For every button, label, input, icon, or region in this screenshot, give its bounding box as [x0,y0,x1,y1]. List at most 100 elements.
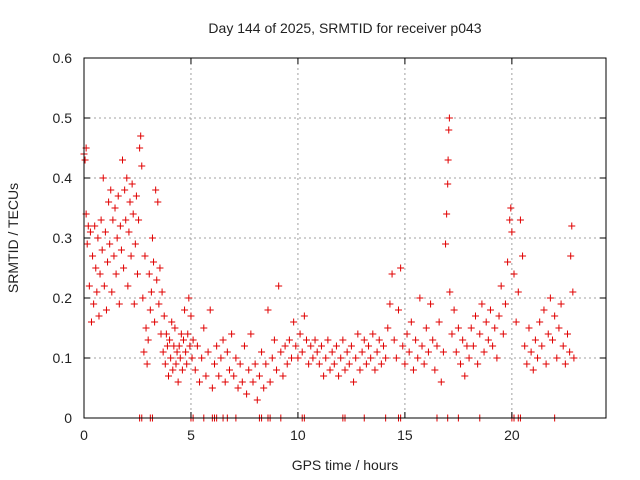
data-point [358,348,366,356]
data-point [420,360,428,368]
data-point [99,174,107,182]
data-point [223,348,231,356]
data-point [568,222,576,230]
data-point [138,162,146,170]
data-point [442,240,450,248]
data-point [380,342,388,350]
data-point [142,324,150,332]
data-point [122,216,130,224]
data-point [478,300,486,308]
data-point [486,306,494,314]
data-point [141,252,149,260]
data-point [551,312,559,320]
data-point [204,348,212,356]
data-point [121,186,129,194]
data-series [80,114,578,422]
data-point [117,246,125,254]
data-point [499,330,507,338]
data-point [87,318,95,326]
data-point [365,342,373,350]
data-point [255,372,263,380]
data-point [191,366,199,374]
data-point [508,228,516,236]
data-point [555,324,563,332]
data-point [219,336,227,344]
data-point [129,210,137,218]
data-point [168,318,176,326]
data-point [183,360,191,368]
data-point [480,348,488,356]
data-point [444,180,452,188]
data-point [422,324,430,332]
data-point [86,228,94,236]
data-point [150,258,158,266]
data-point [108,288,116,296]
axis-ticks: 0 0.1 0.2 0.3 0.4 0.5 0.6 0 5 10 15 20 [53,50,606,443]
data-point [184,330,192,338]
data-point [352,354,360,362]
data-point [414,354,422,362]
data-point [563,330,571,338]
data-point [174,378,182,386]
data-point [215,372,223,380]
data-point [429,336,437,344]
data-point [461,372,469,380]
data-point [136,144,144,152]
data-point [557,300,565,308]
data-point [245,366,253,374]
data-point [570,354,578,362]
data-point [418,342,426,350]
data-point [268,354,276,362]
y-tick-label: 0.3 [53,230,73,246]
data-point [89,252,97,260]
data-point [549,336,557,344]
data-point [187,312,195,320]
data-point [283,360,291,368]
data-point [382,354,390,362]
data-point [302,336,310,344]
data-point [315,360,323,368]
x-axis-label: GPS time / hours [292,457,399,473]
data-point [454,324,462,332]
data-point [132,192,140,200]
data-point [443,210,451,218]
data-point [540,306,548,314]
data-point [273,366,281,374]
data-point [104,258,112,266]
data-point [427,300,435,308]
data-point [506,216,514,224]
data-point [435,318,443,326]
data-point [161,360,169,368]
data-point [457,360,465,368]
data-point [92,264,100,272]
data-point [188,354,196,362]
data-point [512,318,520,326]
data-point [139,294,147,302]
data-point [163,342,171,350]
data-point [566,348,574,356]
data-point [350,378,358,386]
data-point [258,348,266,356]
data-point [281,342,289,350]
data-point [531,336,539,344]
data-point [489,342,497,350]
data-point [152,186,160,194]
data-point [146,306,154,314]
data-point [416,294,424,302]
y-tick-label: 0.4 [53,170,73,186]
data-point [527,348,535,356]
data-point [173,348,181,356]
data-point [167,354,175,362]
data-point [412,336,420,344]
data-point [176,354,184,362]
data-point [251,360,259,368]
chart-title: Day 144 of 2025, SRMTID for receiver p04… [208,20,481,36]
data-point [126,198,134,206]
data-point [145,270,153,278]
data-point [221,378,229,386]
data-point [262,360,270,368]
data-point [175,342,183,350]
data-point [298,348,306,356]
data-point [390,336,398,344]
data-point [143,360,151,368]
